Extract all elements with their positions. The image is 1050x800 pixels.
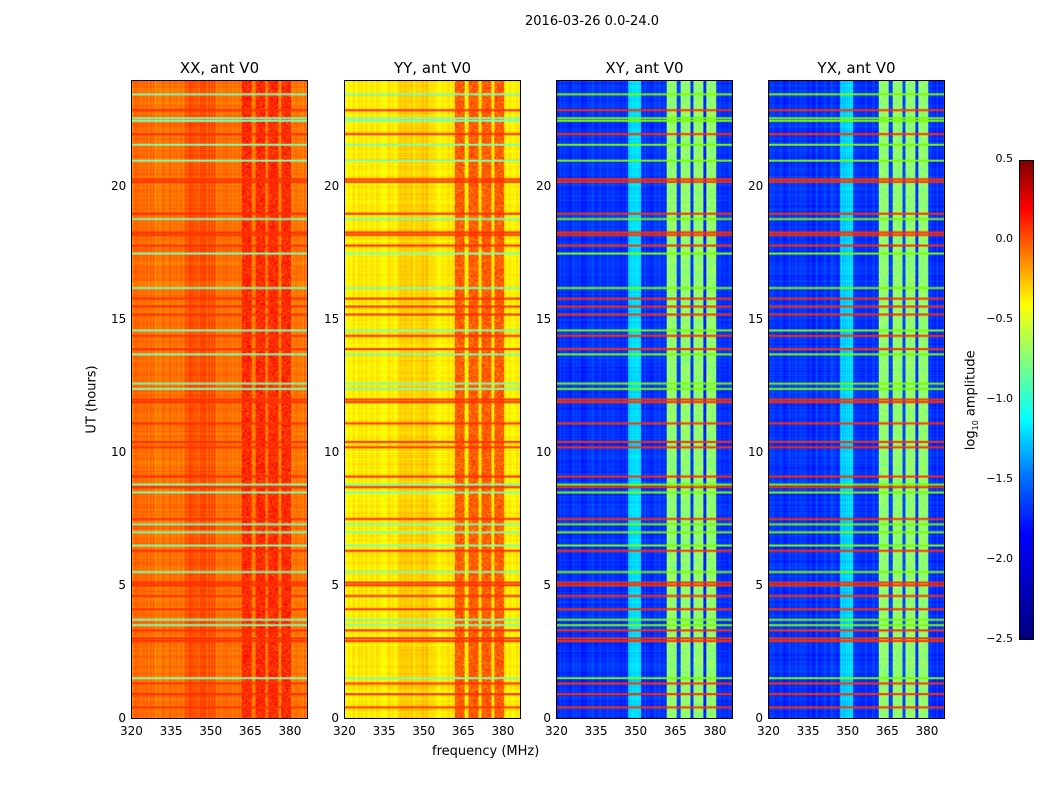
x-tick-label: 335 — [372, 724, 396, 738]
colorbar-label: log10 amplitude — [963, 350, 981, 451]
x-tick-label: 380 — [703, 724, 727, 738]
panel-title: YX, ant V0 — [817, 59, 896, 77]
y-tick-label: 10 — [748, 444, 764, 459]
x-tick-label: 335 — [796, 724, 820, 738]
y-tick-label: 5 — [331, 577, 339, 592]
x-tick-label: 365 — [875, 724, 899, 738]
x-tick-label: 350 — [624, 724, 648, 738]
colorbar-tick-label: 0.0 — [995, 232, 1014, 245]
heatmap-panel — [556, 80, 733, 719]
panel-title: XX, ant V0 — [179, 59, 260, 77]
colorbar-tick-label: −2.0 — [986, 552, 1013, 565]
y-tick-label: 15 — [111, 311, 127, 326]
y-tick-label: 0 — [543, 711, 551, 725]
x-tick-label: 320 — [333, 724, 356, 738]
y-tick-label: 15 — [324, 311, 340, 326]
figure-title: 2016-03-26 0.0-24.0 — [525, 14, 659, 29]
colorbar-tick-label: −2.5 — [986, 632, 1013, 645]
panel-title: YY, ant V0 — [393, 59, 471, 77]
y-tick-label: 20 — [324, 178, 340, 193]
y-tick-label: 0 — [755, 711, 763, 725]
panel-title: XY, ant V0 — [605, 59, 684, 77]
y-tick-label: 0 — [118, 711, 126, 725]
colorbar-tick-label: −1.5 — [986, 472, 1013, 485]
heatmap-image — [557, 81, 732, 718]
x-tick-label: 335 — [159, 724, 183, 738]
y-tick-label: 5 — [755, 577, 763, 592]
x-tick-label: 365 — [238, 724, 262, 738]
colorbar-tick-label: −1.0 — [986, 392, 1013, 405]
x-axis-label: frequency (MHz) — [432, 744, 540, 759]
x-tick-label: 320 — [545, 724, 568, 738]
y-tick-label: 10 — [536, 444, 552, 459]
y-tick-label: 0 — [331, 711, 339, 725]
x-tick-label: 380 — [278, 724, 302, 738]
colorbar-tick-label: 0.5 — [995, 152, 1014, 165]
heatmap-image — [769, 81, 944, 718]
x-tick-label: 350 — [412, 724, 436, 738]
y-tick-label: 15 — [748, 311, 764, 326]
y-tick-label: 15 — [536, 311, 552, 326]
x-tick-label: 335 — [584, 724, 608, 738]
y-tick-label: 10 — [111, 444, 127, 459]
colorbar — [1019, 160, 1034, 640]
heatmap-panel — [131, 80, 308, 719]
y-tick-label: 20 — [111, 178, 127, 193]
x-tick-label: 380 — [491, 724, 515, 738]
x-tick-label: 365 — [663, 724, 687, 738]
heatmap-panel — [344, 80, 521, 719]
heatmap-image — [132, 81, 307, 718]
x-tick-label: 380 — [915, 724, 939, 738]
heatmap-panel — [768, 80, 945, 719]
x-tick-label: 350 — [199, 724, 223, 738]
x-tick-label: 320 — [120, 724, 143, 738]
heatmap-image — [345, 81, 520, 718]
y-tick-label: 10 — [324, 444, 340, 459]
y-tick-label: 5 — [543, 577, 551, 592]
colorbar-tick-label: −0.5 — [986, 312, 1013, 325]
x-tick-label: 365 — [451, 724, 475, 738]
colorbar-label-text: amplitude — [963, 350, 979, 417]
x-tick-label: 350 — [836, 724, 860, 738]
x-tick-label: 320 — [757, 724, 780, 738]
y-tick-label: 20 — [536, 178, 552, 193]
y-tick-label: 20 — [748, 178, 764, 193]
y-axis-label: UT (hours) — [84, 365, 100, 434]
y-tick-label: 5 — [118, 577, 126, 592]
